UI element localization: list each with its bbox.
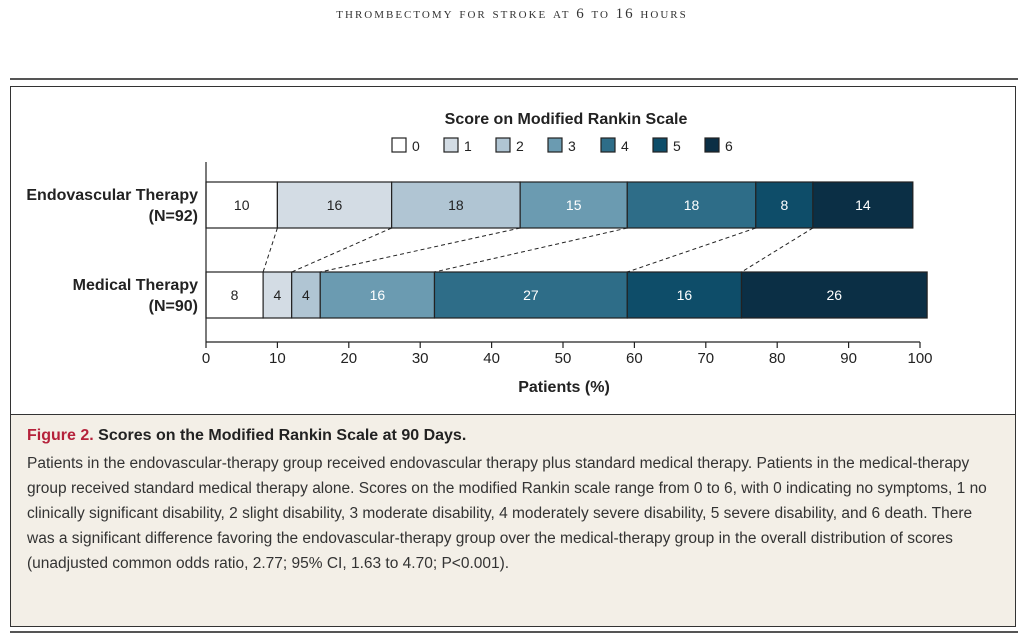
x-tick-label-40: 40 [483, 350, 500, 367]
bar-segment-row1-score-5 [755, 181, 814, 229]
category-n-1: (N=92) [149, 208, 198, 225]
category-n-2: (N=90) [149, 298, 198, 315]
legend-label-5: 5 [673, 138, 681, 154]
connector-line-6 [741, 227, 814, 273]
bar-value-row2-score-5: 16 [677, 287, 693, 303]
legend-title: Score on Modified Rankin Scale [445, 111, 688, 128]
x-tick-label-0: 0 [202, 350, 210, 367]
legend-swatch-3 [547, 137, 563, 153]
legend-label-2: 2 [516, 138, 524, 154]
legend-swatch-2 [495, 137, 511, 153]
category-label-1: Endovascular Therapy [26, 187, 198, 204]
bar-segment-row1-score-4 [626, 181, 757, 229]
caption-title: Scores on the Modified Rankin Scale at 9… [98, 427, 467, 444]
x-tick-label-90: 90 [840, 350, 857, 367]
running-head: THROMBECTOMY FOR STROKE AT 6 TO 16 HOURS [336, 6, 688, 22]
category-label-2: Medical Therapy [73, 277, 198, 294]
bar-segment-row1-score-1 [276, 181, 393, 229]
bar-value-row2-score-0: 8 [231, 287, 239, 303]
x-axis-label: Patients (%) [518, 379, 610, 396]
connector-line-3 [320, 227, 521, 273]
legend-swatch-0 [391, 137, 407, 153]
bar-segment-row2-score-2 [291, 271, 321, 319]
figure-frame: Figure 2. Scores on the Modified Rankin … [10, 86, 1016, 627]
connector-line-2 [291, 227, 392, 273]
connector-line-1 [262, 227, 278, 273]
caption-body: Patients in the endovascular-therapy gro… [27, 455, 987, 572]
legend-swatch-1 [443, 137, 459, 153]
legend-swatch-6 [704, 137, 720, 153]
x-tick-label-50: 50 [555, 350, 572, 367]
bar-value-row2-score-3: 16 [370, 287, 386, 303]
bar-value-row1-score-5: 8 [780, 197, 788, 213]
bar-segment-row1-score-6 [812, 181, 914, 229]
bar-value-row1-score-3: 15 [566, 197, 582, 213]
x-tick-label-70: 70 [697, 350, 714, 367]
x-tick-label-100: 100 [907, 350, 932, 367]
bar-value-row2-score-6: 26 [827, 287, 843, 303]
legend-label-4: 4 [621, 138, 629, 154]
bar-value-row2-score-4: 27 [523, 287, 539, 303]
x-tick-label-10: 10 [269, 350, 286, 367]
connector-line-4 [434, 227, 628, 273]
bar-value-row1-score-0: 10 [234, 197, 250, 213]
bar-value-row1-score-4: 18 [684, 197, 700, 213]
bar-value-row2-score-2: 4 [302, 287, 310, 303]
connector-line-5 [627, 227, 756, 273]
bar-segment-row2-score-1 [262, 271, 293, 319]
bar-value-row1-score-6: 14 [855, 197, 871, 213]
figure-label: Figure 2. [27, 427, 94, 444]
caption-title-line: Figure 2. Scores on the Modified Rankin … [27, 427, 999, 445]
bar-segment-row2-score-6 [740, 271, 928, 319]
x-tick-label-80: 80 [769, 350, 786, 367]
bar-value-row1-score-1: 16 [327, 197, 343, 213]
bar-value-row2-score-1: 4 [274, 287, 282, 303]
bottom-rule [10, 631, 1018, 633]
top-rule [10, 78, 1018, 80]
legend-label-6: 6 [725, 138, 733, 154]
legend-label-1: 1 [464, 138, 472, 154]
bar-value-row1-score-2: 18 [448, 197, 464, 213]
legend-swatch-4 [600, 137, 616, 153]
legend-label-0: 0 [412, 138, 420, 154]
legend-label-3: 3 [568, 138, 576, 154]
caption-box: Figure 2. Scores on the Modified Rankin … [11, 414, 1015, 626]
bar-segment-row2-score-4 [433, 271, 628, 319]
x-tick-label-30: 30 [412, 350, 429, 367]
x-tick-label-60: 60 [626, 350, 643, 367]
x-tick-label-20: 20 [340, 350, 357, 367]
bar-segment-row2-score-3 [319, 271, 436, 319]
legend-swatch-5 [652, 137, 668, 153]
stacked-bar-chart: Score on Modified Rankin Scale 0 1 2 3 4 5 6 10 1… [26, 111, 932, 396]
bar-segment-row2-score-5 [626, 271, 743, 319]
